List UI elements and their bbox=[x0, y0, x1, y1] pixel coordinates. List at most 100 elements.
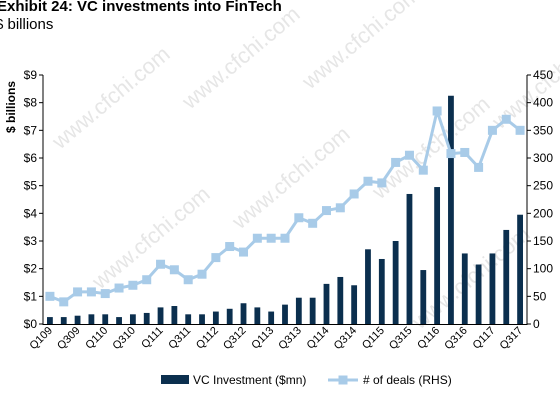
deals-marker-Q113 bbox=[266, 233, 276, 243]
deals-marker-Q410 bbox=[142, 275, 152, 285]
bar-Q109 bbox=[47, 317, 53, 324]
bar-Q411 bbox=[199, 314, 205, 324]
deals-marker-Q211 bbox=[169, 265, 179, 275]
deals-marker-Q116 bbox=[432, 106, 442, 116]
bar-Q113 bbox=[268, 311, 275, 324]
legend: VC Investment ($mn) # of deals (RHS) bbox=[161, 373, 452, 387]
deals-marker-Q217 bbox=[501, 114, 511, 124]
x-tick-label: Q111 bbox=[139, 325, 165, 351]
watermark-text: www.cfchi.com bbox=[226, 121, 354, 234]
right-tick-label: 450 bbox=[533, 68, 553, 82]
deals-marker-Q114 bbox=[321, 206, 331, 216]
left-tick-labels: $0 $1 $2 $3 $4 $5 $6 $7 $8 $9 bbox=[24, 68, 43, 331]
bar-Q213 bbox=[282, 304, 288, 324]
right-tick-label: 400 bbox=[533, 96, 553, 110]
right-tick-label: 50 bbox=[533, 289, 547, 303]
bar-Q312 bbox=[240, 303, 247, 324]
left-tick-label: $8 bbox=[24, 96, 38, 110]
left-tick-label: $2 bbox=[24, 262, 38, 276]
deals-marker-Q112 bbox=[211, 253, 221, 263]
bar-Q314 bbox=[351, 285, 358, 324]
x-tick-label: Q315 bbox=[387, 325, 415, 353]
bar-Q215 bbox=[392, 241, 399, 324]
deals-marker-Q316 bbox=[460, 147, 470, 157]
bar-Q116 bbox=[434, 187, 441, 324]
watermark-text: www.cfchi.com bbox=[296, 0, 424, 94]
x-tick-label: Q317 bbox=[498, 325, 526, 353]
deals-marker-Q213 bbox=[280, 233, 290, 243]
legend-label-line: # of deals (RHS) bbox=[363, 373, 452, 387]
deals-marker-Q310 bbox=[128, 280, 138, 290]
left-tick-label: $7 bbox=[24, 123, 38, 137]
watermark-text: www.cfchi.com bbox=[176, 1, 304, 114]
deals-marker-Q416 bbox=[474, 162, 484, 172]
x-tick-label: Q110 bbox=[83, 325, 110, 352]
left-tick-label: $1 bbox=[24, 289, 38, 303]
bar-Q211 bbox=[171, 306, 178, 324]
right-tick-label: 0 bbox=[533, 317, 540, 331]
x-tick-label: Q314 bbox=[332, 325, 360, 353]
x-tick-label: Q312 bbox=[221, 325, 249, 353]
bar-Q117 bbox=[489, 253, 496, 324]
bar-Q412 bbox=[254, 307, 261, 324]
x-tick-label: Q113 bbox=[249, 325, 276, 352]
watermark-text: www.cfchi.com bbox=[46, 41, 174, 154]
x-tick-label: Q311 bbox=[166, 325, 193, 352]
bar-Q210 bbox=[116, 317, 122, 324]
bar-Q214 bbox=[337, 276, 344, 324]
right-tick-label: 300 bbox=[533, 151, 553, 165]
chart-axes bbox=[42, 75, 528, 325]
bar-Q413 bbox=[309, 297, 316, 324]
page-title: Exhibit 24: VC investments into FinTech bbox=[0, 0, 282, 15]
bar-Q409 bbox=[88, 314, 95, 324]
bar-Q414 bbox=[365, 249, 371, 324]
bar-Q216 bbox=[448, 95, 454, 324]
right-tick-label: 150 bbox=[533, 234, 553, 248]
deals-marker-Q109 bbox=[45, 291, 55, 301]
bar-Q115 bbox=[378, 258, 385, 324]
deals-marker-Q309 bbox=[73, 287, 83, 297]
x-tick-label: Q117 bbox=[471, 325, 498, 352]
deals-marker-Q110 bbox=[100, 289, 110, 299]
left-tick-label: $9 bbox=[24, 68, 38, 82]
bar-series bbox=[47, 95, 523, 324]
deals-marker-Q315 bbox=[404, 150, 414, 160]
x-tick-labels: Q109 Q309 Q110 Q310 Q111 Q311 Q112 Q312 Q113 Q313… bbox=[28, 325, 526, 353]
bar-Q110 bbox=[102, 314, 109, 324]
left-tick-label: $6 bbox=[24, 151, 38, 165]
bar-Q313 bbox=[295, 297, 302, 324]
bar-Q111 bbox=[157, 307, 164, 324]
bar-Q309 bbox=[74, 315, 81, 324]
deals-marker-Q216 bbox=[446, 149, 456, 159]
bar-Q217 bbox=[503, 229, 510, 324]
deals-marker-Q115 bbox=[377, 178, 387, 188]
deals-marker-Q311 bbox=[183, 275, 193, 285]
page-subtitle: $ billions bbox=[0, 16, 54, 33]
right-tick-label: 350 bbox=[533, 123, 553, 137]
watermark-text: www.cfchi.com bbox=[366, 91, 494, 204]
bar-Q114 bbox=[323, 283, 330, 324]
deals-marker-Q317 bbox=[515, 125, 525, 135]
bar-Q212 bbox=[226, 308, 233, 324]
deals-marker-Q209 bbox=[59, 297, 69, 307]
deals-marker-Q215 bbox=[391, 157, 401, 167]
x-tick-label: Q316 bbox=[442, 325, 470, 353]
right-tick-labels: 0 50 100 150 200 250 300 350 400 450 bbox=[527, 68, 553, 331]
deals-marker-Q413 bbox=[308, 218, 318, 228]
right-tick-label: 250 bbox=[533, 179, 553, 193]
bar-Q410 bbox=[143, 312, 150, 324]
left-tick-label: $0 bbox=[24, 317, 38, 331]
left-tick-label: $4 bbox=[24, 206, 38, 220]
x-tick-label: Q112 bbox=[194, 325, 221, 352]
line-series bbox=[45, 106, 525, 307]
bar-Q315 bbox=[406, 193, 413, 324]
bar-Q316 bbox=[461, 253, 468, 324]
deals-marker-Q117 bbox=[487, 125, 497, 135]
deals-marker-Q111 bbox=[156, 259, 166, 269]
left-tick-label: $3 bbox=[24, 234, 38, 248]
bar-Q209 bbox=[60, 317, 67, 324]
y-axis-label: $ billions bbox=[4, 81, 18, 133]
x-tick-label: Q115 bbox=[360, 325, 387, 352]
deals-marker-Q415 bbox=[418, 165, 428, 175]
